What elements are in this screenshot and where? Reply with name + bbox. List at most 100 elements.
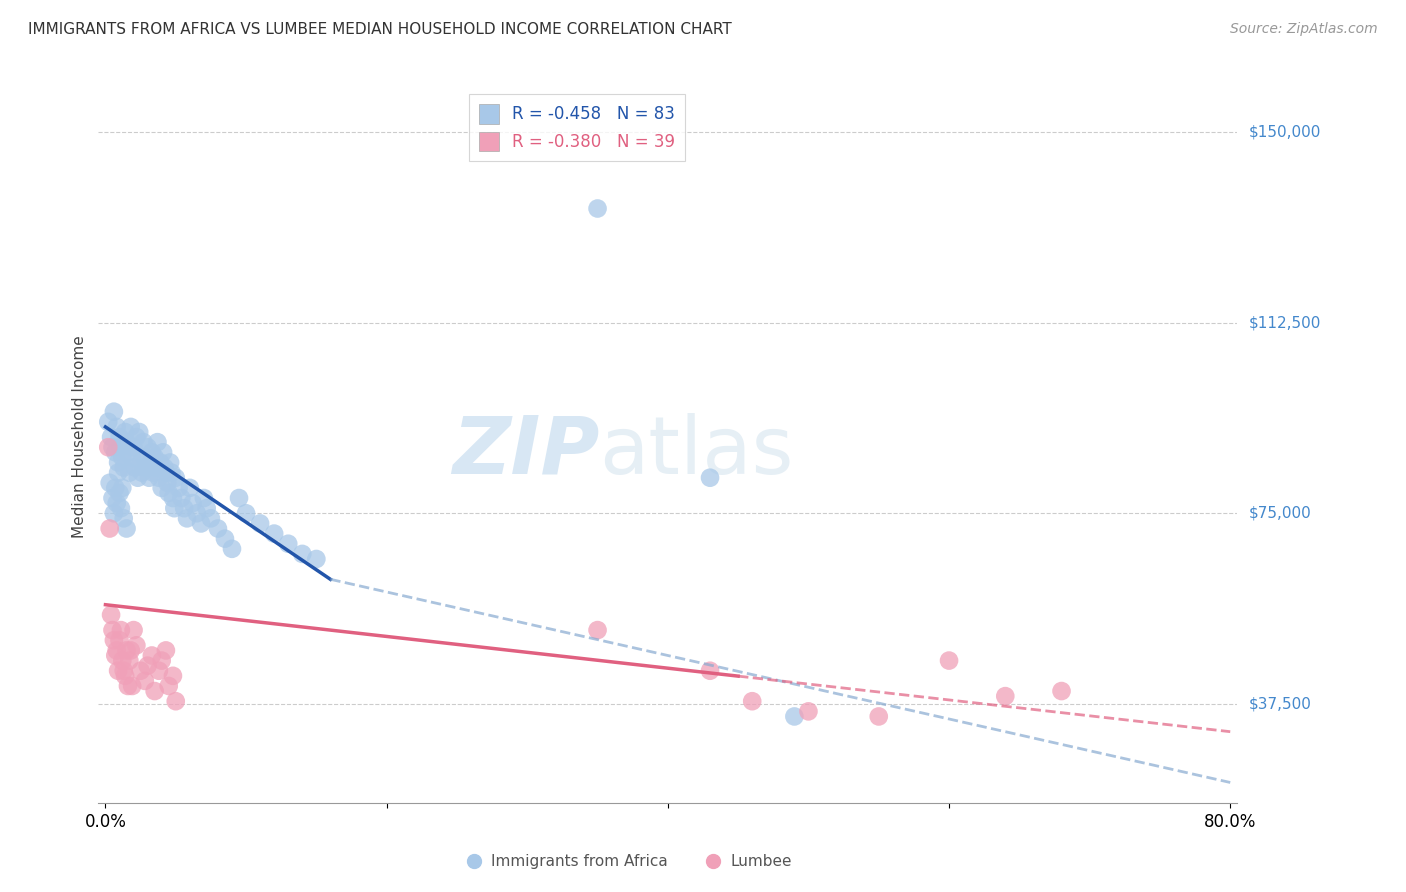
Text: Lumbee: Lumbee [731,854,792,869]
Point [150,654,173,668]
Point [103,633,125,648]
Point [108,486,131,500]
Text: IMMIGRANTS FROM AFRICA VS LUMBEE MEDIAN HOUSEHOLD INCOME CORRELATION CHART: IMMIGRANTS FROM AFRICA VS LUMBEE MEDIAN … [28,22,733,37]
Point [160,466,183,480]
Point [235,506,257,520]
Point [181,496,204,510]
Point [98,475,121,490]
Point [153,460,176,475]
Point [103,405,125,419]
Point [134,450,156,465]
Point [263,526,285,541]
Point [155,466,177,480]
Text: $37,500: $37,500 [1249,697,1312,711]
Point [155,643,177,657]
Point [97,415,120,429]
Point [104,445,127,459]
Point [167,481,190,495]
Text: atlas: atlas [599,413,794,491]
Point [122,623,145,637]
Point [136,440,159,454]
Point [112,460,135,475]
Point [111,450,134,465]
Point [150,481,173,495]
Point [117,445,139,459]
Point [104,481,127,495]
Point [132,435,155,450]
Point [146,435,169,450]
Point [152,445,174,459]
Point [165,471,187,485]
Point [994,689,1017,703]
Point [112,664,135,678]
Point [97,440,120,454]
Point [111,654,134,668]
Legend: R = -0.458   N = 83, R = -0.380   N = 39: R = -0.458 N = 83, R = -0.380 N = 39 [468,95,685,161]
Text: $75,000: $75,000 [1249,506,1312,521]
Point [868,709,890,723]
Point [305,552,328,566]
Point [221,541,243,556]
Point [142,466,165,480]
Y-axis label: Median Household Income: Median Household Income [72,335,87,539]
Point [110,440,132,454]
Point [173,501,195,516]
Point [101,491,124,505]
Point [143,684,166,698]
Point [108,633,131,648]
Point [120,420,142,434]
Point [228,491,250,505]
Point [121,679,143,693]
Point [110,501,132,516]
Point [141,648,163,663]
Point [121,450,143,465]
Text: $112,500: $112,500 [1249,315,1320,330]
Point [108,430,131,444]
Point [157,679,180,693]
Point [162,669,184,683]
Point [100,607,122,622]
Point [141,445,163,459]
Point [139,455,162,469]
Text: $150,000: $150,000 [1249,125,1320,140]
Point [149,455,172,469]
Point [558,888,581,892]
Point [170,491,193,505]
Point [938,654,960,668]
Point [118,466,141,480]
Point [145,460,167,475]
Point [125,430,148,444]
Point [107,664,129,678]
Point [129,664,152,678]
Point [134,673,156,688]
Point [165,694,187,708]
Point [111,481,134,495]
Point [1050,684,1073,698]
Point [103,506,125,520]
Point [127,471,149,485]
Point [195,501,218,516]
Point [797,705,820,719]
Point [159,455,181,469]
Point [101,623,124,637]
Point [136,658,159,673]
Point [148,664,170,678]
Point [114,425,136,439]
Point [214,532,236,546]
Point [122,440,145,454]
Point [105,643,128,657]
Text: Immigrants from Africa: Immigrants from Africa [491,854,668,869]
Point [200,511,222,525]
Point [699,471,721,485]
Point [128,425,150,439]
Point [120,643,142,657]
Point [163,501,186,516]
Point [853,888,876,892]
Point [190,516,212,531]
Point [162,491,184,505]
Point [586,623,609,637]
Text: Source: ZipAtlas.com: Source: ZipAtlas.com [1230,22,1378,37]
Point [115,521,138,535]
Point [741,694,763,708]
Point [118,654,141,668]
